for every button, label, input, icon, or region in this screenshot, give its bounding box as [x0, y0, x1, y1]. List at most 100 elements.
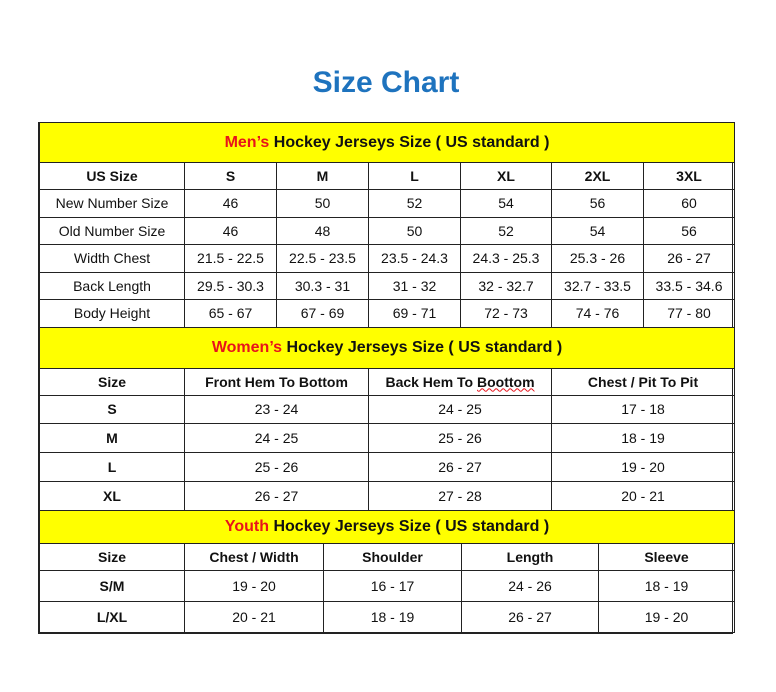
table-cell: 19 - 20	[597, 600, 736, 633]
column-header: M	[276, 162, 369, 190]
table-cell: 16 - 17	[323, 569, 462, 602]
row-label: L	[39, 452, 185, 482]
section-title-highlight: Youth	[224, 517, 270, 535]
column-header-label: Chest / Pit To Pit	[587, 373, 699, 390]
column-header-label: Length	[506, 548, 554, 565]
table-cell: 17 - 18	[550, 394, 736, 425]
row-label: M	[39, 423, 185, 454]
table-cell: 54	[460, 189, 552, 218]
table-cell: 22.5 - 23.5	[276, 244, 369, 273]
section-title: Youth Hockey Jerseys Size ( US standard …	[38, 509, 736, 544]
table-cell: 46	[184, 216, 277, 245]
column-header: S	[184, 162, 277, 190]
section-header-row: Youth Hockey Jerseys Size ( US standard …	[38, 509, 736, 544]
row-label: L/XL	[39, 600, 185, 633]
table-cell: 52	[460, 216, 552, 245]
table-cell: 24 - 25	[184, 423, 369, 454]
table-cell: 23 - 24	[184, 394, 369, 425]
row-label: S	[39, 394, 185, 425]
row-label: Body Height	[39, 299, 185, 328]
table-cell: 26 - 27	[368, 452, 552, 482]
column-header-label: S	[225, 168, 236, 184]
table-cell: 33.5 - 34.6	[642, 271, 736, 300]
table-cell: 26 - 27	[461, 600, 599, 633]
table-cell: 25 - 26	[368, 423, 552, 454]
table-cell: 30.3 - 31	[276, 271, 369, 300]
table-cell: 46	[184, 189, 277, 218]
row-label: Back Length	[39, 271, 185, 300]
table-cell: 52	[368, 189, 461, 218]
column-header: Chest / Width	[184, 542, 324, 571]
misspelled-word: Boottom	[477, 373, 535, 390]
table-row: S/M 19 - 20 16 - 17 24 - 26 18 - 19	[39, 569, 736, 602]
table-cell: 26 - 27	[642, 244, 736, 273]
row-label: XL	[39, 480, 185, 511]
column-header-label: L	[410, 168, 419, 184]
table-cell: 32 - 32.7	[460, 271, 552, 300]
table-cell: 65 - 67	[184, 299, 277, 328]
column-header: US Size	[39, 162, 185, 190]
column-header: L	[368, 162, 461, 190]
column-header-label: XL	[497, 168, 515, 184]
table-cell: 50	[368, 216, 461, 245]
section-title-highlight: Women’s	[211, 338, 283, 356]
table-cell: 20 - 21	[184, 600, 324, 633]
table-cell: 54	[551, 216, 644, 245]
table-cell: 19 - 20	[550, 452, 736, 482]
table-cell: 20 - 21	[550, 480, 736, 511]
column-header: Size	[39, 367, 185, 396]
column-header-label: Sleeve	[644, 548, 689, 565]
column-header-label: Shoulder	[362, 548, 423, 565]
table-cell: 23.5 - 24.3	[368, 244, 461, 273]
column-header: 3XL	[642, 162, 736, 190]
column-header-label: Front Hem To Bottom	[205, 373, 348, 390]
table-cell: 77 - 80	[642, 299, 736, 328]
column-header-label: 2XL	[584, 168, 611, 184]
table-cell: 18 - 19	[323, 600, 462, 633]
table-cell: 67 - 69	[276, 299, 369, 328]
table-row: New Number Size 46 50 52 54 56 60	[39, 189, 736, 218]
table-row: Back Length 29.5 - 30.3 30.3 - 31 31 - 32 32…	[39, 271, 736, 300]
table-row: Body Height 65 - 67 67 - 69 69 - 71 72 - 73 7…	[39, 299, 736, 328]
column-header: Shoulder	[323, 542, 462, 571]
section-title-text: Hockey Jerseys Size ( US standard )	[282, 338, 563, 356]
table-row: L/XL 20 - 21 18 - 19 26 - 27 19 - 20	[39, 600, 736, 633]
table-cell: 19 - 20	[184, 569, 324, 602]
table-cell: 50	[276, 189, 369, 218]
column-header: Back Hem To Boottom	[368, 367, 552, 396]
section-title-text: Hockey Jerseys Size ( US standard )	[269, 517, 550, 535]
table-cell: 48	[276, 216, 369, 245]
page-title: Size Chart	[312, 66, 460, 99]
table-cell: 18 - 19	[550, 423, 736, 454]
column-header: Size	[39, 542, 185, 571]
row-label: New Number Size	[39, 189, 185, 218]
column-header-label: M	[316, 168, 329, 184]
womens-size-table: Women’s Hockey Jerseys Size ( US standar…	[38, 326, 736, 511]
column-header: Sleeve	[597, 542, 736, 571]
column-header-row: US Size S M L XL 2XL 3XL	[39, 162, 736, 190]
section-header-row: Men’s Hockey Jerseys Size ( US standard …	[38, 122, 736, 163]
row-label: S/M	[39, 569, 185, 602]
section-title-highlight: Men’s	[224, 133, 270, 151]
table-cell: 25 - 26	[184, 452, 369, 482]
table-cell: 69 - 71	[368, 299, 461, 328]
column-header-row: Size Chest / Width Shoulder Length Sleeve	[39, 542, 736, 571]
mens-size-table: Men’s Hockey Jerseys Size ( US standard …	[38, 122, 736, 328]
table-row: L 25 - 26 26 - 27 19 - 20	[39, 452, 736, 482]
table-cell: 21.5 - 22.5	[184, 244, 277, 273]
table-cell: 56	[551, 189, 644, 218]
table-row: S 23 - 24 24 - 25 17 - 18	[39, 394, 736, 425]
row-label: Old Number Size	[39, 216, 185, 245]
table-row: XL 26 - 27 27 - 28 20 - 21	[39, 480, 736, 511]
column-header: 2XL	[551, 162, 644, 190]
table-row: M 24 - 25 25 - 26 18 - 19	[39, 423, 736, 454]
column-header-label: Size	[97, 548, 126, 565]
column-header: XL	[460, 162, 552, 190]
column-header-row: Size Front Hem To Bottom Back Hem To Boott…	[39, 367, 736, 396]
table-cell: 31 - 32	[368, 271, 461, 300]
size-chart: Men’s Hockey Jerseys Size ( US standard …	[38, 122, 736, 634]
column-header-label: US Size	[86, 168, 138, 184]
section-title-text: Hockey Jerseys Size ( US standard )	[269, 133, 550, 151]
table-cell: 26 - 27	[184, 480, 369, 511]
table-row: Old Number Size 46 48 50 52 54 56	[39, 216, 736, 245]
